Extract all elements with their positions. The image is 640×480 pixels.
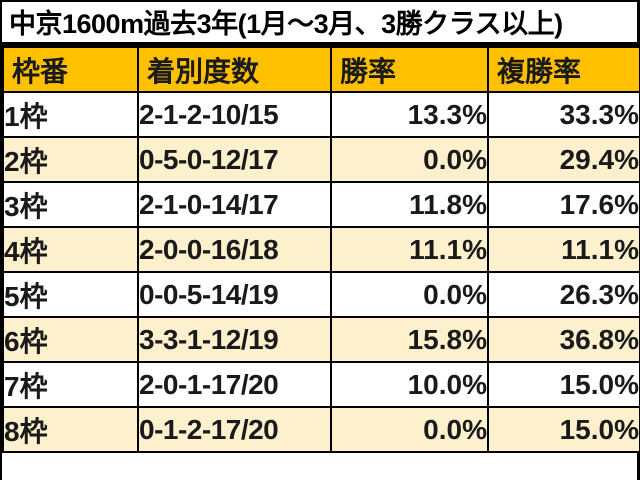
- cell-place-rate: 33.3%: [487, 91, 640, 138]
- table-row: 4枠 2-0-0-16/18 11.1% 11.1%: [2, 226, 640, 273]
- cell-finish-record: 2-0-0-16/18: [137, 226, 332, 273]
- table-header-row: 枠番 着別度数 勝率 複勝率: [2, 46, 640, 93]
- cell-finish-record: 2-1-0-14/17: [137, 181, 332, 228]
- table-row: 2枠 0-5-0-12/17 0.0% 29.4%: [2, 136, 640, 183]
- cell-win-rate: 0.0%: [330, 271, 489, 318]
- header-place-rate: 複勝率: [487, 46, 640, 93]
- table-row: 7枠 2-0-1-17/20 10.0% 15.0%: [2, 361, 640, 408]
- cell-win-rate: 0.0%: [330, 406, 489, 453]
- header-finish-record: 着別度数: [137, 46, 332, 93]
- cell-win-rate: 10.0%: [330, 361, 489, 408]
- cell-win-rate: 15.8%: [330, 316, 489, 363]
- table-row: 3枠 2-1-0-14/17 11.8% 17.6%: [2, 181, 640, 228]
- cell-frame-number: 3枠: [2, 181, 139, 228]
- cell-place-rate: 17.6%: [487, 181, 640, 228]
- cell-frame-number: 2枠: [2, 136, 139, 183]
- cell-frame-number: 6枠: [2, 316, 139, 363]
- cell-frame-number: 5枠: [2, 271, 139, 318]
- table-row: 8枠 0-1-2-17/20 0.0% 15.0%: [2, 406, 640, 453]
- cell-finish-record: 2-1-2-10/15: [137, 91, 332, 138]
- cell-frame-number: 1枠: [2, 91, 139, 138]
- cell-frame-number: 4枠: [2, 226, 139, 273]
- cell-finish-record: 2-0-1-17/20: [137, 361, 332, 408]
- cell-finish-record: 0-0-5-14/19: [137, 271, 332, 318]
- cell-place-rate: 15.0%: [487, 361, 640, 408]
- cell-place-rate: 11.1%: [487, 226, 640, 273]
- cell-finish-record: 3-3-1-12/19: [137, 316, 332, 363]
- cell-win-rate: 11.1%: [330, 226, 489, 273]
- page-title: 中京1600m過去3年(1月～3月、3勝クラス以上): [2, 2, 637, 46]
- cell-finish-record: 0-5-0-12/17: [137, 136, 332, 183]
- table-row: 6枠 3-3-1-12/19 15.8% 36.8%: [2, 316, 640, 363]
- cell-place-rate: 36.8%: [487, 316, 640, 363]
- cell-win-rate: 11.8%: [330, 181, 489, 228]
- cell-finish-record: 0-1-2-17/20: [137, 406, 332, 453]
- header-win-rate: 勝率: [330, 46, 489, 93]
- cell-win-rate: 0.0%: [330, 136, 489, 183]
- frame-stats-table: 枠番 着別度数 勝率 複勝率 1枠 2-1-2-10/15 13.3% 33.3% 2枠…: [2, 46, 640, 453]
- cell-frame-number: 8枠: [2, 406, 139, 453]
- table-row: 1枠 2-1-2-10/15 13.3% 33.3%: [2, 91, 640, 138]
- table-row: 5枠 0-0-5-14/19 0.0% 26.3%: [2, 271, 640, 318]
- cell-frame-number: 7枠: [2, 361, 139, 408]
- cell-place-rate: 29.4%: [487, 136, 640, 183]
- cell-place-rate: 26.3%: [487, 271, 640, 318]
- header-frame-number: 枠番: [2, 46, 139, 93]
- cell-place-rate: 15.0%: [487, 406, 640, 453]
- cell-win-rate: 13.3%: [330, 91, 489, 138]
